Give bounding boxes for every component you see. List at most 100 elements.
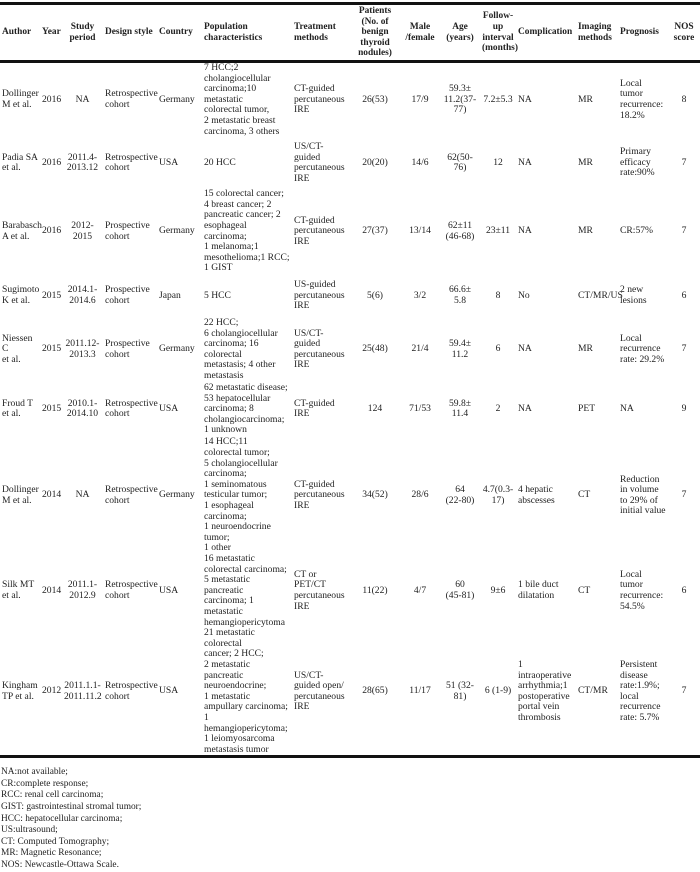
cell-follow-up: 4.7(0.3- 17)	[482, 484, 514, 506]
cell-author: Barabasch A et al.	[2, 219, 42, 242]
cell-male-female: 28/6	[411, 489, 429, 501]
cell-imaging: CT/MR/US	[578, 289, 623, 301]
footnote: HCC: hepatocellular carcinoma;	[1, 813, 123, 824]
column-header-patients: Patients (No. of benign thyroid nodules)	[358, 6, 392, 59]
table-row: Silk MT et al. 2014 2011.1- 2012.9 Retrospe…	[0, 553, 700, 628]
cell-prognosis: Local tumor recurrence: 18.2%	[620, 77, 664, 121]
cell-prognosis: CR:57%	[620, 225, 654, 237]
cell-prognosis: Persistent disease rate:1.9%; local recu…	[620, 658, 661, 723]
cell-male-female: 17/9	[411, 93, 429, 105]
cell-treatment: CT or PET/CT percutaneous IRE	[294, 568, 345, 612]
cell-treatment: CT-guided IRE	[294, 397, 335, 420]
cell-patients: 5(6)	[367, 289, 383, 301]
cell-study-period: 2011.1- 2012.9	[67, 579, 98, 602]
cell-patients: 28(65)	[362, 685, 388, 697]
cell-follow-up: 8	[495, 289, 501, 301]
footnote: RCC: renal cell carcinoma;	[1, 790, 104, 801]
cell-patients: 11(22)	[362, 584, 388, 596]
study-characteristics-table: Author Year Study period Design style Countr…	[0, 2, 700, 758]
cell-study-period: 2012- 2015	[71, 219, 94, 242]
cell-country: USA	[159, 685, 179, 697]
cell-complication: 1 bile duct dilatation	[518, 579, 559, 602]
cell-country: Germany	[159, 343, 195, 355]
cell-study-period: 2011.4- 2013.12	[66, 151, 99, 174]
column-header-author: Author	[2, 27, 32, 38]
table-row: Padia SA et al. 2016 2011.4- 2013.12 Retros…	[0, 137, 700, 189]
cell-study-period: NA	[75, 93, 90, 105]
cell-design-style: Retrospective cohort	[105, 484, 158, 506]
cell-male-female: 14/6	[411, 156, 429, 168]
cell-age: 62±11 (46-68)	[445, 219, 475, 242]
footnote: CT: Computed Tomography;	[1, 836, 110, 847]
cell-country: USA	[159, 403, 179, 415]
cell-age: 59.8± 11.4	[448, 397, 472, 420]
cell-imaging: CT	[578, 489, 591, 501]
cell-population: 20 HCC	[204, 156, 236, 168]
cell-study-period: 2014.1- 2014.6	[67, 284, 98, 306]
cell-year: 2012	[42, 685, 62, 697]
cell-follow-up: 23±11	[485, 225, 511, 237]
cell-design-style: Retrospective cohort	[105, 88, 158, 111]
cell-patients: 26(53)	[362, 93, 388, 105]
cell-study-period: 2010.1- 2014.10	[66, 397, 99, 420]
column-header-prognosis: Prognosis	[620, 27, 659, 38]
cell-complication: 1 intraoperative arrhythmia;1 postoperat…	[518, 658, 572, 723]
cell-country: Germany	[159, 225, 195, 237]
footnote: US:ultrasound;	[1, 825, 58, 836]
cell-patients: 25(48)	[362, 343, 388, 355]
cell-treatment: CT-guided percutaneous IRE	[294, 83, 345, 116]
cell-nos-score: 7	[681, 343, 687, 355]
cell-nos-score: 7	[681, 156, 687, 168]
cell-imaging: MR	[578, 93, 593, 105]
cell-follow-up: 6 (1-9)	[484, 685, 512, 697]
cell-design-style: Prospective cohort	[105, 338, 150, 360]
cell-imaging: MR	[578, 343, 593, 355]
cell-male-female: 3/2	[413, 289, 427, 301]
cell-age: 66.6± 5.8	[448, 284, 472, 306]
cell-population: 7 HCC;2 cholangiocellular carcinoma;10 m…	[204, 62, 280, 137]
cell-population: 5 HCC	[204, 289, 231, 301]
column-header-male-female: Male /female	[405, 21, 435, 43]
cell-prognosis: 2 new lesions	[620, 284, 647, 306]
cell-prognosis: Reduction in volume to 29% of initial va…	[620, 473, 666, 517]
cell-treatment: US/CT-guided percutaneous IRE	[294, 140, 345, 184]
column-header-imaging: Imaging methods	[578, 21, 612, 43]
cell-year: 2014	[42, 584, 62, 596]
cell-author: Froud T et al.	[2, 397, 34, 420]
cell-year: 2015	[42, 403, 62, 415]
cell-follow-up: 9±6	[490, 584, 506, 596]
cell-nos-score: 6	[681, 584, 687, 596]
cell-design-style: Retrospective cohort	[105, 579, 158, 602]
cell-imaging: CT	[578, 584, 591, 596]
cell-country: USA	[159, 584, 179, 596]
table-row: Dollinger M et al. 2014 NA Retrospective co…	[0, 437, 700, 554]
table-row: Dollinger M et al. 2016 NA Retrospective co…	[0, 62, 700, 138]
cell-study-period: 2011.12- 2013.3	[65, 338, 100, 360]
cell-treatment: US/CT- guided open/ percutaneous IRE	[294, 669, 345, 713]
cell-treatment: US/CT-guided percutaneous IRE	[294, 327, 345, 371]
cell-treatment: US-guided percutaneous IRE	[294, 279, 345, 312]
column-header-study-period: Study period	[69, 21, 96, 43]
table-row: Sugimoto K et al. 2015 2014.1- 2014.6 Prosp…	[0, 274, 700, 318]
column-header-design-style: Design style	[105, 27, 153, 38]
cell-population: 22 HCC; 6 cholangiocellular carcinoma; 1…	[204, 316, 278, 381]
cell-nos-score: 7	[681, 225, 687, 237]
table-row: Froud T et al. 2015 2010.1- 2014.10 Retrosp…	[0, 381, 700, 437]
cell-male-female: 4/7	[413, 584, 427, 596]
cell-prognosis: NA	[620, 403, 634, 415]
cell-age: 62(50-76)	[447, 151, 473, 174]
cell-population: 21 metastatic colorectal cancer; 2 HCC; …	[204, 627, 288, 755]
column-header-complication: Complication	[518, 27, 573, 38]
column-header-year: Year	[42, 27, 61, 38]
table-row: Barabasch A et al. 2016 2012- 2015 Prospect…	[0, 188, 700, 274]
cell-patients: 34(52)	[362, 489, 388, 501]
cell-follow-up: 12	[493, 156, 503, 168]
footnote: MR: Magnetic Resonance;	[1, 848, 102, 859]
cell-population: 15 colorectal cancer; 4 breast cancer; 2…	[204, 188, 290, 274]
cell-year: 2015	[42, 289, 62, 301]
cell-imaging: MR	[578, 225, 593, 237]
cell-author: Padia SA et al.	[2, 151, 38, 174]
footnote: NA:not available;	[1, 767, 68, 778]
cell-treatment: CT-guided percutaneous IRE	[294, 478, 345, 512]
cell-author: Niessen C et al.	[2, 332, 33, 365]
